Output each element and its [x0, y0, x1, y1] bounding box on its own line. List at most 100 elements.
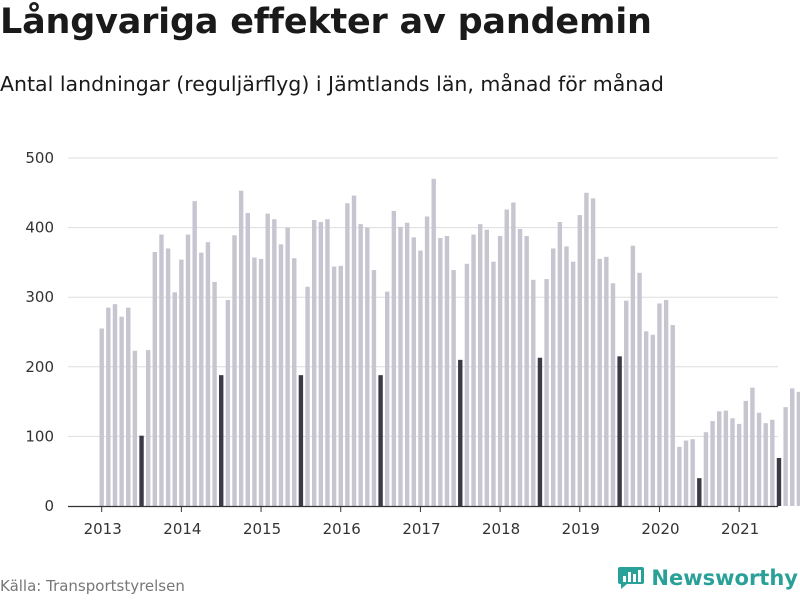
bar	[491, 261, 496, 506]
bar	[238, 190, 244, 506]
bar	[398, 226, 403, 507]
bar	[258, 258, 264, 506]
bar	[577, 215, 582, 506]
bar	[451, 270, 456, 506]
bar	[537, 357, 543, 506]
bar	[484, 229, 490, 507]
bar	[331, 266, 337, 506]
bar	[272, 219, 277, 507]
x-tick-label: 2016	[323, 520, 361, 538]
bar	[106, 307, 111, 506]
bar	[99, 328, 104, 506]
bar	[736, 423, 742, 506]
bar	[418, 250, 423, 506]
bar	[770, 419, 775, 506]
bar	[683, 440, 689, 506]
y-tick-label: 400	[25, 219, 54, 237]
bar	[159, 234, 164, 506]
bar-chart: 0 100 200 300 400 500 2013 2014 2015 2016 2017 2018…	[25, 149, 800, 538]
bar	[750, 387, 755, 506]
bar	[650, 334, 656, 506]
bar	[365, 227, 370, 506]
x-tick-label: 2019	[562, 520, 600, 538]
bar	[278, 244, 284, 506]
brand-logo[interactable]: Newsworthy	[617, 566, 798, 590]
bar	[351, 195, 357, 507]
bar	[458, 359, 463, 506]
x-tick-label: 2014	[163, 520, 201, 538]
bar	[165, 248, 171, 507]
bar	[610, 283, 616, 506]
y-tick-label: 200	[25, 358, 54, 376]
bar	[637, 272, 642, 506]
bar	[358, 224, 363, 506]
bar	[385, 291, 390, 506]
bar	[192, 201, 197, 507]
bar	[743, 400, 748, 506]
bar	[411, 237, 416, 506]
bar	[617, 356, 622, 506]
y-tick-label: 0	[44, 497, 54, 515]
bar	[511, 202, 516, 506]
bar	[219, 375, 224, 506]
bar	[464, 263, 470, 506]
bar	[424, 216, 430, 507]
bar	[298, 375, 304, 506]
bar	[232, 235, 237, 507]
x-tick-label: 2020	[641, 520, 679, 538]
bar	[318, 222, 324, 507]
bar	[305, 286, 310, 506]
bar	[139, 435, 144, 506]
bar	[763, 423, 768, 506]
bar	[371, 270, 377, 506]
source-note: Källa: Transportstyrelsen	[0, 577, 185, 595]
chart-subtitle: Antal landningar (reguljärflyg) i Jämtla…	[0, 72, 664, 96]
bar	[345, 203, 350, 507]
x-tick-label: 2021	[721, 520, 759, 538]
bar	[564, 246, 569, 506]
bar	[431, 178, 436, 506]
bar	[404, 222, 410, 506]
bar	[212, 281, 217, 506]
y-tick-label: 300	[25, 288, 54, 306]
bar	[790, 388, 795, 506]
bar	[245, 212, 250, 506]
bar	[544, 279, 549, 506]
bar	[723, 410, 729, 506]
bar	[199, 252, 204, 506]
bar	[796, 391, 800, 506]
bar	[225, 299, 231, 506]
bar	[471, 234, 476, 506]
newsworthy-logo-icon	[618, 567, 645, 589]
bar	[697, 478, 702, 506]
x-tick-label: 2018	[482, 520, 520, 538]
bar	[630, 245, 636, 507]
x-tick-label: 2013	[84, 520, 122, 538]
bar	[152, 251, 158, 506]
bar	[570, 261, 576, 506]
bar	[703, 432, 709, 506]
bar	[557, 222, 563, 507]
bar	[325, 219, 330, 507]
bar	[179, 259, 184, 506]
bar	[338, 265, 343, 506]
bar	[126, 307, 131, 506]
bar	[670, 325, 675, 506]
bar	[677, 446, 682, 506]
bar	[497, 235, 503, 506]
bar	[690, 439, 695, 506]
bar	[524, 235, 529, 506]
bar	[756, 412, 762, 506]
bar	[185, 234, 191, 506]
bar	[172, 292, 177, 506]
bar	[132, 350, 138, 506]
bar	[145, 350, 151, 506]
bar	[643, 331, 649, 506]
bar	[517, 228, 523, 506]
bar	[112, 304, 118, 506]
bar	[477, 224, 483, 506]
bar	[657, 303, 662, 506]
bar	[624, 300, 629, 506]
bar	[597, 258, 602, 506]
bar	[584, 192, 589, 507]
